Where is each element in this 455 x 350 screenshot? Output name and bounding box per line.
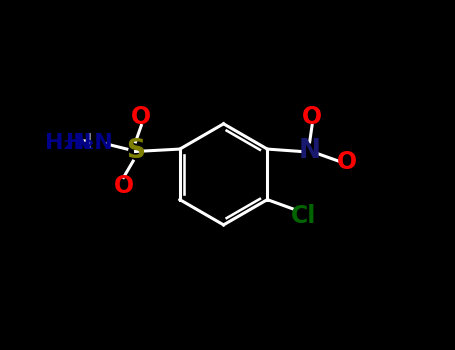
Text: S: S [126,139,145,164]
Text: O: O [113,174,134,198]
Text: H₂N: H₂N [46,133,92,153]
Text: Cl: Cl [291,204,316,229]
Text: H: H [74,133,92,153]
Text: N: N [298,139,321,164]
Text: O: O [337,150,357,174]
Text: H₂N: H₂N [66,133,113,153]
Text: O: O [131,105,152,129]
Text: O: O [302,105,322,129]
